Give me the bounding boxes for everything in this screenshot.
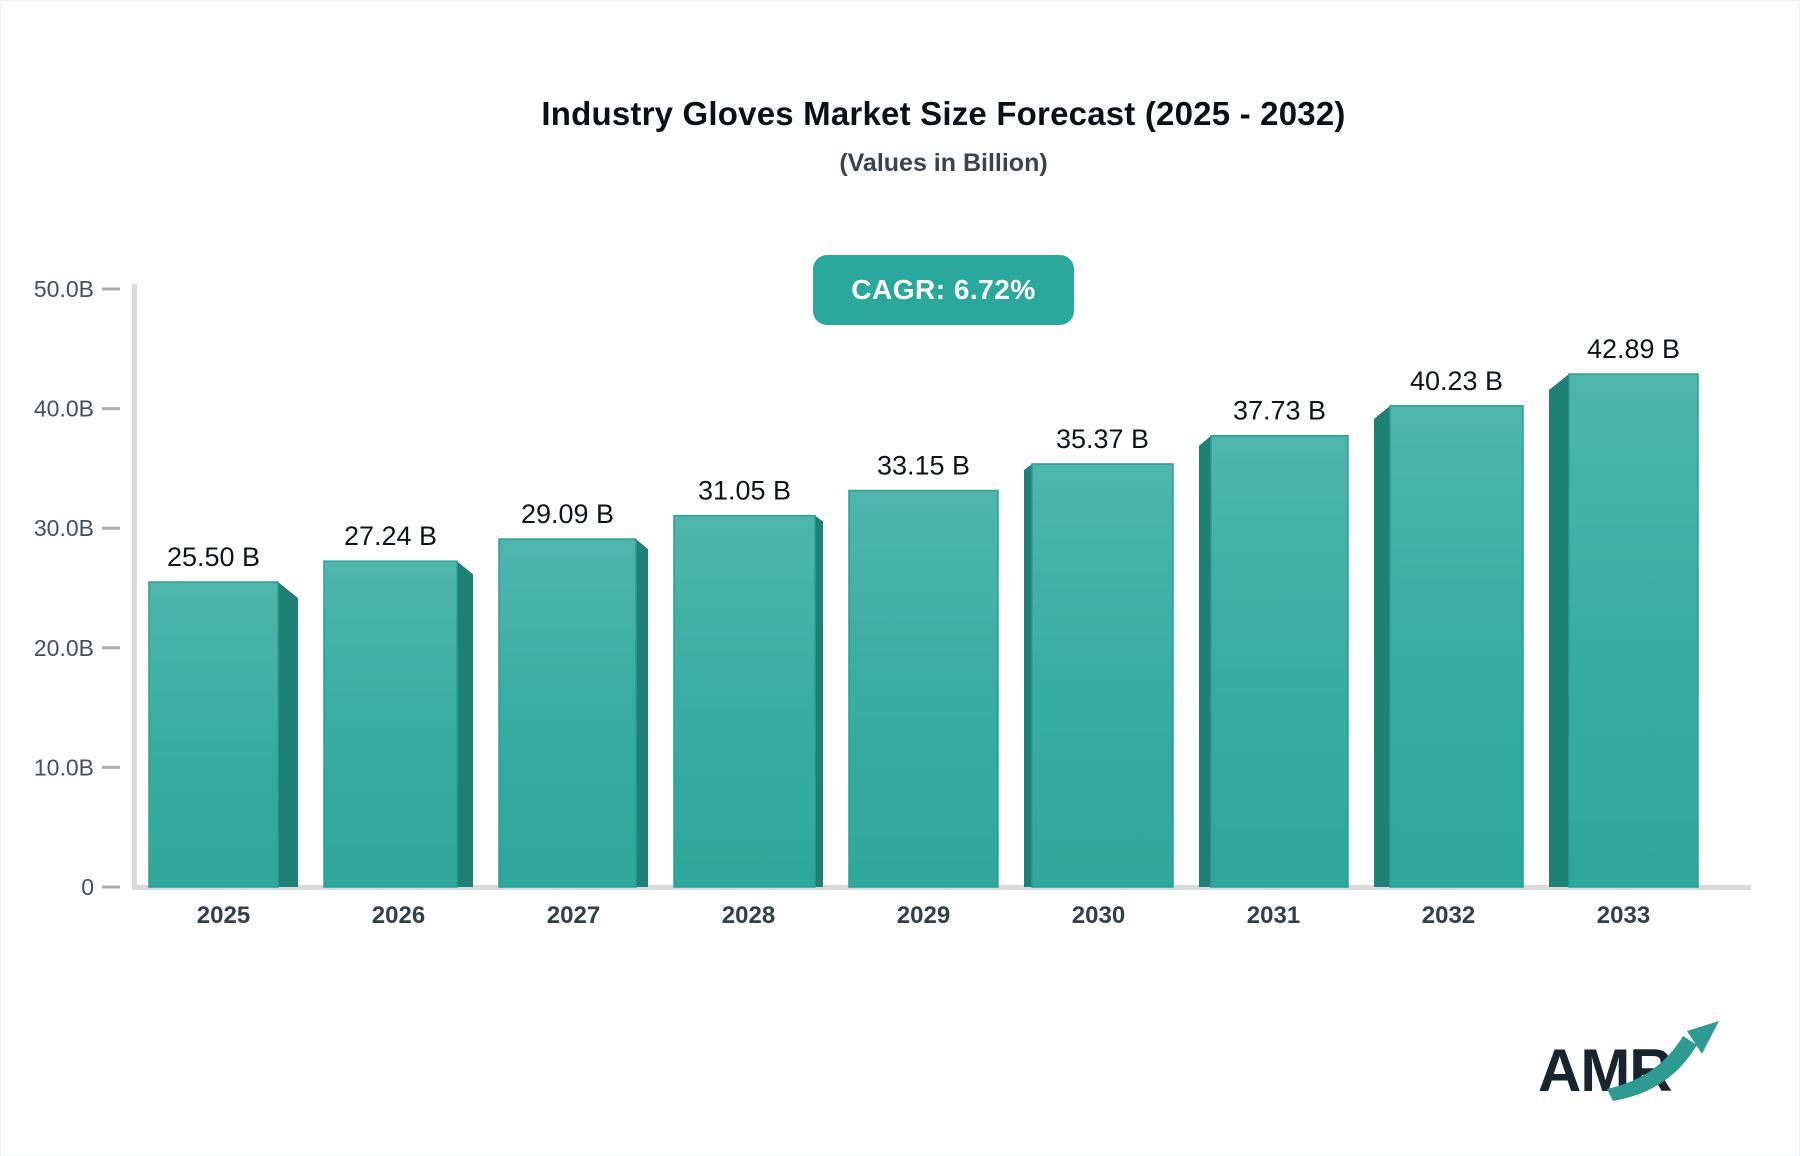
logo-text: AMR xyxy=(1538,1037,1672,1104)
labels-layer: 25.50 B 2025 27.24 B 2026 29.09 B 2027 31.05 B… xyxy=(167,334,1680,929)
bar-2028[interactable] xyxy=(673,514,816,888)
value-label-2031: 37.73 B xyxy=(1233,396,1326,426)
cagr-badge: CAGR: 6.72% xyxy=(813,255,1074,325)
cagr-badge-wrap: CAGR: 6.72% xyxy=(136,255,1751,325)
brand-logo: AMR xyxy=(1538,1021,1719,1104)
bar-side-2026 xyxy=(457,561,473,887)
page-title: Industry Gloves Market Size Forecast (20… xyxy=(541,95,1346,132)
chart-subtitle: (Values in Billion) xyxy=(839,149,1048,177)
bar-side-2030 xyxy=(1024,463,1032,887)
bar-side-2028 xyxy=(815,515,823,887)
xtick-label-2030: 2030 xyxy=(1072,902,1125,929)
bar-2026[interactable] xyxy=(323,560,458,888)
value-label-2033: 42.89 B xyxy=(1587,334,1680,364)
xtick-label-2029: 2029 xyxy=(897,902,950,929)
value-label-2029: 33.15 B xyxy=(877,451,970,481)
value-label-2028: 31.05 B xyxy=(698,476,791,506)
value-label-2027: 29.09 B xyxy=(521,499,614,529)
ytick-label-10: 10.0B xyxy=(34,754,94,780)
bar-2031[interactable] xyxy=(1210,434,1349,888)
bar-2032[interactable] xyxy=(1389,405,1524,888)
bar-2025[interactable] xyxy=(148,581,279,888)
ytick-label-30: 30.0B xyxy=(34,515,94,541)
xtick-label-2027: 2027 xyxy=(547,902,600,929)
bar-side-2025 xyxy=(278,582,298,887)
ytick-label-40: 40.0B xyxy=(34,396,94,422)
xtick-label-2032: 2032 xyxy=(1422,902,1475,929)
value-label-2026: 27.24 B xyxy=(344,521,437,551)
bars-layer xyxy=(148,373,1699,888)
value-label-2032: 40.23 B xyxy=(1410,366,1503,396)
xtick-label-2033: 2033 xyxy=(1597,902,1650,929)
xtick-label-2025: 2025 xyxy=(197,902,250,929)
bar-side-2032 xyxy=(1374,405,1390,887)
bar-side-2027 xyxy=(636,539,648,887)
bar-side-2033 xyxy=(1549,374,1569,887)
value-label-2025: 25.50 B xyxy=(167,542,260,572)
bar-2033[interactable] xyxy=(1568,373,1699,888)
xtick-label-2028: 2028 xyxy=(722,902,775,929)
bar-2029[interactable] xyxy=(848,489,999,888)
xtick-label-2026: 2026 xyxy=(372,902,425,929)
bar-side-2031 xyxy=(1199,435,1211,887)
value-label-2030: 35.37 B xyxy=(1056,424,1149,454)
xtick-label-2031: 2031 xyxy=(1247,902,1300,929)
bar-2027[interactable] xyxy=(498,538,637,888)
logo-arrow-tail xyxy=(1607,1036,1697,1101)
y-axis-line xyxy=(132,284,137,887)
ytick-label-20: 20.0B xyxy=(34,635,94,661)
ytick-label-0: 0 xyxy=(81,874,94,900)
ytick-label-50: 50.0B xyxy=(34,276,94,302)
bar-2030[interactable] xyxy=(1031,463,1174,888)
logo-arrow-head-icon xyxy=(1687,1021,1719,1054)
